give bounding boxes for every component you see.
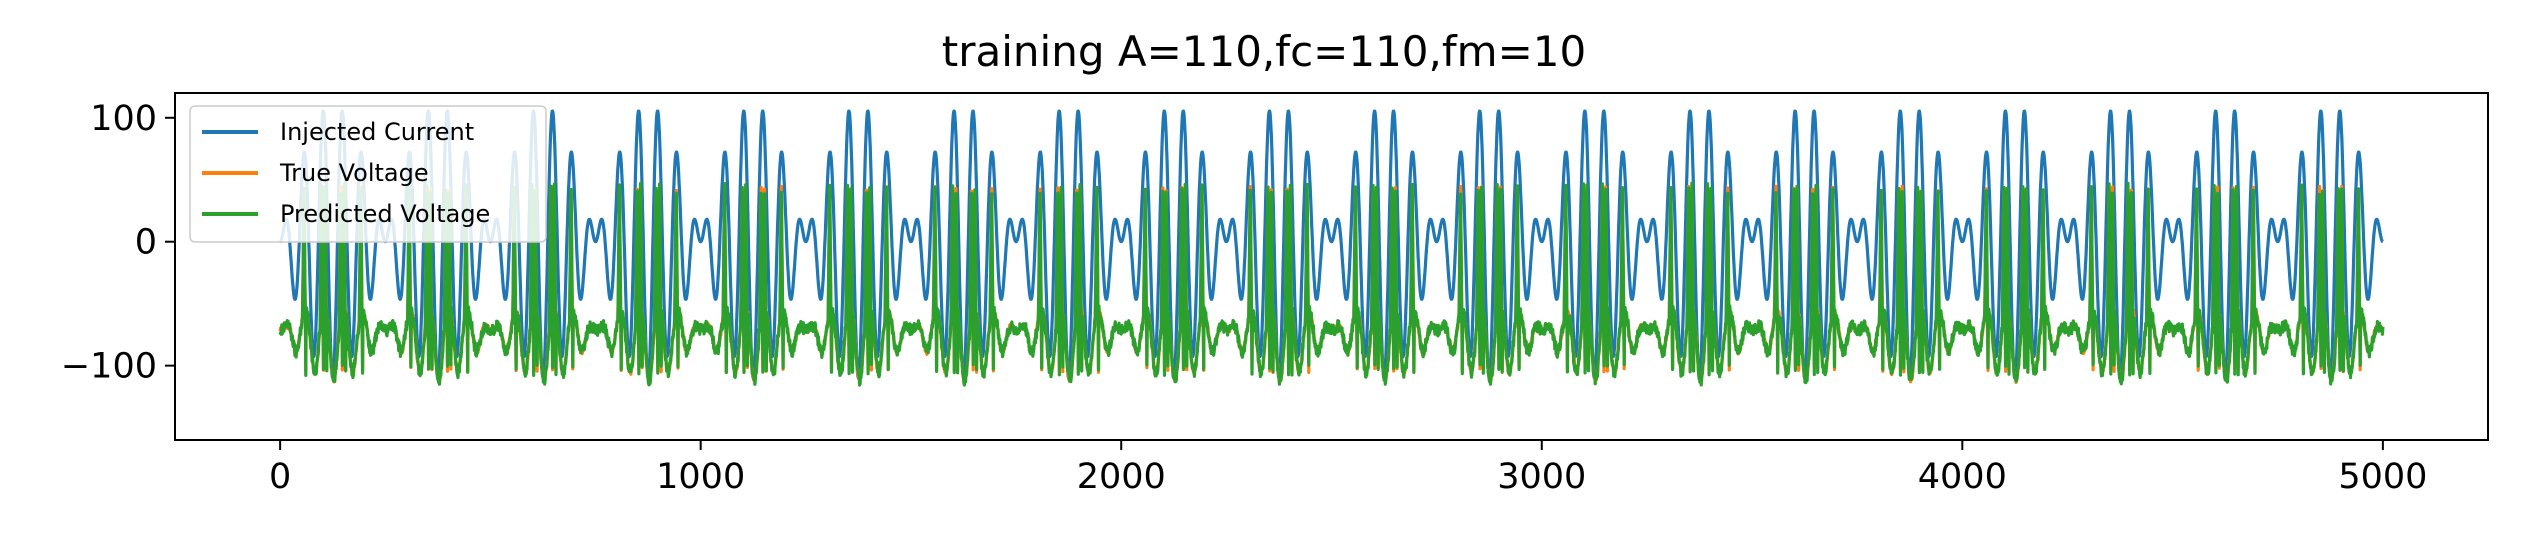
y-tick-label: −100: [61, 347, 157, 387]
series-line-true-voltage: [278, 184, 2385, 384]
legend-label: Injected Current: [280, 118, 474, 146]
legend-box: [189, 105, 547, 243]
y-tick-label: 0: [135, 223, 157, 263]
legend: Injected Current True Voltage Predicted Vo…: [189, 105, 547, 243]
x-tick-label: 2000: [1077, 457, 1166, 497]
y-tick-label: 100: [90, 99, 157, 139]
y-axis: −100 0 100: [61, 99, 175, 387]
series-line-predicted-voltage: [278, 181, 2385, 387]
x-tick-label: 5000: [2338, 457, 2427, 497]
legend-label: True Voltage: [279, 159, 429, 187]
chart-title: training A=110,fc=110,fm=10: [942, 27, 1586, 76]
x-tick-label: 0: [269, 457, 291, 497]
plot-frame: [174, 92, 2489, 441]
legend-label: Predicted Voltage: [280, 200, 490, 228]
series-line-injected-current: [279, 109, 2384, 380]
x-tick-label: 1000: [656, 457, 745, 497]
x-axis: 0 1000 2000 3000 4000 5000: [269, 440, 2427, 497]
x-tick-label: 4000: [1918, 457, 2007, 497]
plot-area: [278, 109, 2385, 387]
x-tick-label: 3000: [1497, 457, 1586, 497]
